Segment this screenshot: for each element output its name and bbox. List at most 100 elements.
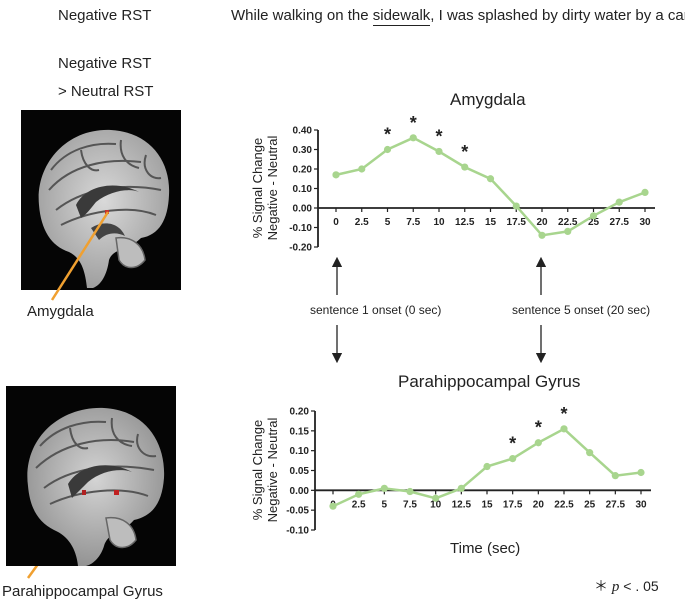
chart-1-data-point <box>615 198 623 206</box>
significance-p: p <box>611 579 620 595</box>
chart-2-x-tick-label: 17.5 <box>503 499 523 510</box>
chart-2-data-point <box>406 487 414 496</box>
chart-1-significance-star: * <box>461 142 468 162</box>
chart-2-y-tick-label: 0.20 <box>290 407 310 418</box>
chart-2-data-point <box>560 425 568 433</box>
chart-2-x-tick-label: 25 <box>584 499 596 510</box>
chart-2-significance-star: * <box>535 418 542 438</box>
chart-1-x-tick-label: 7.5 <box>406 217 420 228</box>
chart-1-x-tick-label: 10 <box>433 217 445 228</box>
chart-2-data-point <box>457 484 465 492</box>
chart-1-y-axis-label-line-1: % Signal Change <box>250 138 265 238</box>
x-axis-label: Time (sec) <box>450 540 521 557</box>
chart-1-y-tick-label: 0.40 <box>293 126 313 137</box>
chart-2-x-tick-label: 15 <box>481 499 493 510</box>
chart-1-x-tick-label: 27.5 <box>610 217 630 228</box>
chart-1-x-tick-label: 22.5 <box>558 217 578 228</box>
amygdala-label: Amygdala <box>27 303 94 320</box>
significance-note: ＊ p < . 05 <box>594 576 659 596</box>
significance-star: ＊ <box>594 578 608 594</box>
chart-2-x-tick-label: 20 <box>533 499 545 510</box>
chart-2-data-point <box>534 439 542 447</box>
chart-1-data-point <box>358 165 366 173</box>
chart-2-x-tick-label: 5 <box>382 499 388 510</box>
chart-2-title: Parahippocampal Gyrus <box>398 372 581 391</box>
chart-1-x-tick-label: 17.5 <box>507 217 527 228</box>
chart-1-data-point <box>641 188 649 196</box>
chart-2-data-point <box>355 490 363 498</box>
chart-1-x-tick-label: 20 <box>536 217 548 228</box>
stimulus-sentence: While walking on the sidewalk, I was spl… <box>231 7 685 26</box>
onset-annotation-sentence-5: sentence 5 onset (20 sec) <box>512 303 651 317</box>
chart-1-data-point <box>538 231 546 239</box>
chart-1-data-point <box>589 212 598 220</box>
chart-2-y-axis-label-line-2: Negative - Neutral <box>265 418 280 523</box>
chart-1-x-tick-label: 15 <box>485 217 497 228</box>
condition-label: Negative RST <box>58 7 152 24</box>
brain-image-amygdala <box>21 110 181 290</box>
chart-2-y-tick-label: -0.10 <box>286 526 309 537</box>
parahippocampal-label: Parahippocampal Gyrus <box>2 583 163 600</box>
significance-threshold: < . 05 <box>619 578 659 594</box>
amygdala-pointer-line <box>50 211 110 301</box>
chart-2-x-tick-label: 12.5 <box>452 499 472 510</box>
chart-2-x-tick-label: 30 <box>635 499 647 510</box>
contrast-line-2: > Neutral RST <box>58 83 154 100</box>
chart-1-data-point <box>486 175 495 183</box>
onset-annotation-sentence-1: sentence 1 onset (0 sec) <box>310 303 442 317</box>
chart-2-y-tick-label: 0.05 <box>290 466 310 477</box>
chart-1-y-tick-label: 0.10 <box>293 184 313 195</box>
chart-1-y-tick-label: 0.20 <box>293 165 313 176</box>
chart-1-y-axis-label-line-2: Negative - Neutral <box>265 136 280 241</box>
contrast-line-1: Negative RST <box>58 55 152 72</box>
chart-1-y-tick-label: -0.10 <box>289 223 312 234</box>
chart-1-x-tick-label: 5 <box>385 217 391 228</box>
sentence-underlined-word: sidewalk <box>372 7 431 26</box>
chart-2-data-point <box>329 502 337 510</box>
sentence-part-1: While walking on the <box>231 7 373 24</box>
chart-2-x-tick-label: 2.5 <box>352 499 366 510</box>
chart-2-x-tick-label: 7.5 <box>403 499 417 510</box>
chart-1-x-tick-label: 25 <box>588 217 600 228</box>
chart-2-x-tick-label: 10 <box>430 499 442 510</box>
chart-1-data-point <box>435 147 443 156</box>
chart-2-y-axis-label-line-1: % Signal Change <box>250 420 265 520</box>
chart-2-data-point <box>637 468 645 477</box>
chart-1-data-point <box>564 227 572 235</box>
chart-2-significance-star: * <box>509 434 516 454</box>
chart-2-y-tick-label: 0.15 <box>290 426 310 437</box>
chart-1-data-point <box>461 163 469 171</box>
chart-2-y-tick-label: 0.10 <box>290 446 310 457</box>
chart-1-x-tick-label: 12.5 <box>455 217 475 228</box>
chart-1-data-point <box>512 202 520 210</box>
chart-2-y-tick-label: -0.05 <box>286 506 309 517</box>
chart-1-x-tick-label: 30 <box>639 217 651 228</box>
chart-1-data-point <box>383 145 392 154</box>
chart-2-data-point <box>432 494 440 502</box>
sentence-part-2: , I was splashed by dirty water by a car… <box>430 7 685 24</box>
chart-1-significance-star: * <box>410 113 417 133</box>
chart-1-significance-star: * <box>384 125 391 145</box>
chart-1-title: Amygdala <box>450 90 526 109</box>
brain-sagittal-slice-2 <box>27 407 165 566</box>
chart-2-y-tick-label: 0.00 <box>290 486 310 497</box>
chart-2-data-point <box>611 472 619 480</box>
chart-1-x-tick-label: 0 <box>333 217 339 228</box>
chart-2-data-point <box>509 455 517 463</box>
chart-1-y-tick-label: 0.00 <box>293 204 313 215</box>
chart-2-x-tick-label: 22.5 <box>554 499 574 510</box>
chart-1-x-tick-label: 2.5 <box>355 217 369 228</box>
chart-1-y-tick-label: -0.20 <box>289 243 312 254</box>
chart-2-x-tick-label: 27.5 <box>606 499 626 510</box>
brain-image-parahippocampal <box>6 386 176 566</box>
chart-1-significance-star: * <box>435 126 442 146</box>
chart-1-data-point <box>409 134 417 142</box>
chart-1-data-point <box>332 171 340 179</box>
chart-2-data-point <box>483 462 491 471</box>
chart-1-y-tick-label: 0.30 <box>293 145 313 156</box>
chart-2-data-point <box>380 484 388 492</box>
chart-2-significance-star: * <box>560 404 567 424</box>
chart-2-data-point <box>586 449 594 457</box>
